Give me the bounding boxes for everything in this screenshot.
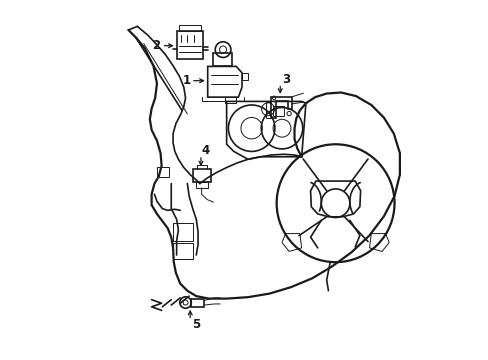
Text: 4: 4 bbox=[201, 144, 209, 157]
Text: 1: 1 bbox=[182, 74, 190, 87]
Text: 3: 3 bbox=[282, 73, 290, 86]
Text: 5: 5 bbox=[192, 318, 200, 331]
Text: 2: 2 bbox=[152, 39, 161, 52]
